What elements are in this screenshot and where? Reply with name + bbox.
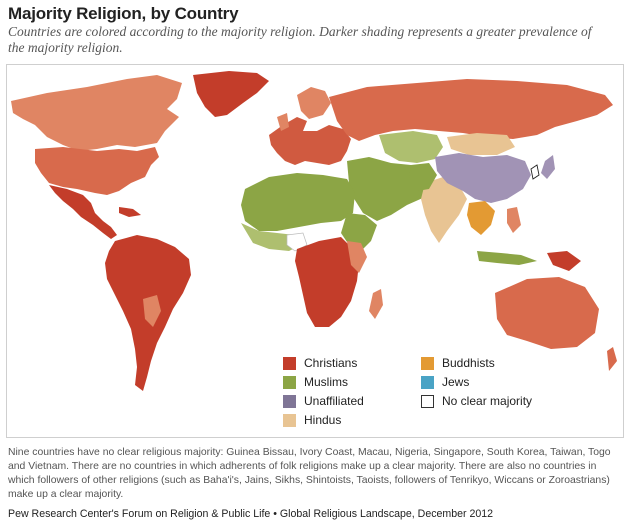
world-map: Christians Muslims Unaffiliated Hindus B… <box>6 64 624 438</box>
legend-item-buddhists: Buddhists <box>421 355 495 371</box>
world-map-svg <box>11 71 617 391</box>
legend-label: Unaffiliated <box>304 394 364 408</box>
region-southeast-asia <box>467 201 495 235</box>
region-japan <box>541 155 555 179</box>
source-credit: Pew Research Center's Forum on Religion … <box>8 508 494 520</box>
region-europe <box>269 117 351 165</box>
region-central-asia <box>379 131 443 163</box>
legend-item-muslims: Muslims <box>283 374 348 390</box>
region-new-zealand <box>607 347 617 371</box>
region-china <box>435 153 531 203</box>
region-india <box>421 177 467 243</box>
legend-label: Muslims <box>304 375 348 389</box>
legend-label: Jews <box>442 375 470 389</box>
region-central-africa <box>295 237 359 327</box>
legend-label: No clear majority <box>442 394 533 408</box>
region-uk <box>277 113 289 131</box>
region-pakistan <box>409 163 437 191</box>
region-greenland <box>193 71 269 117</box>
legend-label: Buddhists <box>442 356 495 370</box>
map-legend: Christians Muslims Unaffiliated Hindus B… <box>283 355 543 435</box>
legend-item-no-majority: No clear majority <box>421 393 532 409</box>
legend-label: Christians <box>304 356 358 370</box>
region-russia <box>329 79 613 141</box>
legend-item-jews: Jews <box>421 374 469 390</box>
legend-item-hindus: Hindus <box>283 412 341 428</box>
square-swatch-icon <box>283 394 296 408</box>
legend-label: Hindus <box>304 413 342 427</box>
square-swatch-icon <box>283 356 296 370</box>
region-png <box>547 251 581 271</box>
region-philippines <box>507 207 521 233</box>
region-mongolia <box>447 133 515 155</box>
region-scandinavia <box>297 87 331 119</box>
region-usa <box>35 147 159 195</box>
legend-item-christians: Christians <box>283 355 357 371</box>
page-title: Majority Religion, by Country <box>8 4 239 23</box>
region-south-america-light <box>143 295 161 327</box>
footnote: Nine countries have no clear religious m… <box>8 447 611 500</box>
outlined-square-swatch-icon <box>421 394 434 408</box>
region-north-africa <box>241 173 355 231</box>
region-madagascar <box>369 289 383 319</box>
region-caribbean <box>119 207 141 217</box>
square-swatch-icon <box>283 375 296 389</box>
region-australia <box>495 277 599 349</box>
square-swatch-icon <box>283 413 296 427</box>
region-indonesia <box>477 251 537 265</box>
region-canada <box>11 75 182 151</box>
square-swatch-icon <box>421 375 434 389</box>
page-subtitle: Countries are colored according to the m… <box>8 24 592 55</box>
legend-item-unaffiliated: Unaffiliated <box>283 393 364 409</box>
region-east-africa <box>347 241 367 273</box>
region-mexico <box>49 185 117 239</box>
region-korea <box>530 164 540 180</box>
region-west-africa <box>241 223 301 251</box>
square-swatch-icon <box>421 356 434 370</box>
